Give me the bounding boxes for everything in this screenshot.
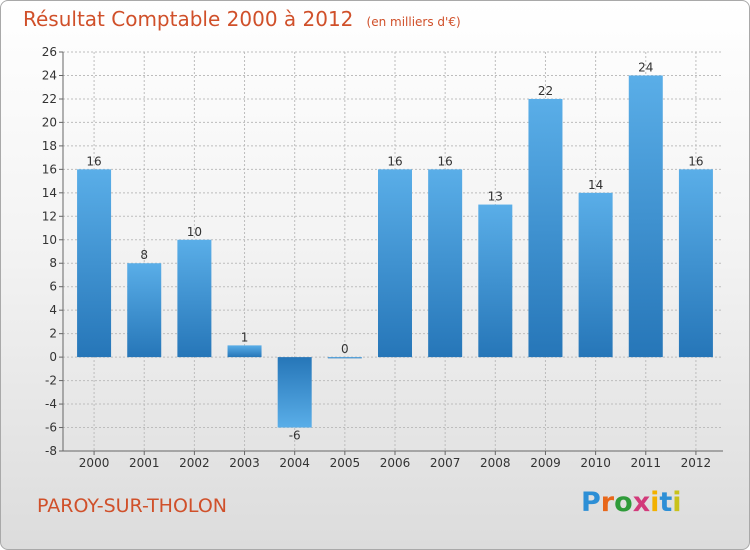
x-tick-label: 2000 xyxy=(79,456,110,470)
bar[interactable] xyxy=(177,239,212,358)
y-tick-label: 26 xyxy=(42,45,57,59)
x-tick-label: 2003 xyxy=(229,456,260,470)
bar[interactable] xyxy=(227,345,262,358)
bar[interactable] xyxy=(478,204,513,358)
y-tick-label: -4 xyxy=(45,397,57,411)
x-tick-label: 2008 xyxy=(480,456,511,470)
bar-value-label: 10 xyxy=(187,225,202,239)
y-tick-label: 14 xyxy=(42,186,57,200)
y-tick-label: -6 xyxy=(45,421,57,435)
y-tick-label: 16 xyxy=(42,162,57,176)
proxiti-logo[interactable]: Proxiti xyxy=(581,487,682,518)
bar-value-label: 14 xyxy=(588,178,603,192)
bar-value-label: 16 xyxy=(438,154,453,168)
logo-letter: t xyxy=(659,487,673,518)
logo-letter: x xyxy=(632,487,651,518)
y-tick-label: 18 xyxy=(42,139,57,153)
label-layer: -8-6-4-202468101214161820222426200016200… xyxy=(42,45,711,470)
x-tick-label: 2011 xyxy=(630,456,661,470)
grid-layer xyxy=(63,51,723,452)
logo-letter: r xyxy=(600,487,615,518)
bar-value-label: 13 xyxy=(488,190,503,204)
x-tick-label: 2007 xyxy=(430,456,461,470)
bar[interactable] xyxy=(628,75,663,358)
y-tick-label: -8 xyxy=(45,444,57,458)
title-row: Résultat Comptable 2000 à 2012 (en milli… xyxy=(23,7,461,31)
bar[interactable] xyxy=(578,192,613,358)
bar-value-label: -6 xyxy=(289,429,301,443)
y-tick-label: -2 xyxy=(45,374,57,388)
logo-letter: i xyxy=(672,487,682,518)
bar-layer xyxy=(77,75,713,428)
bar-value-label: 1 xyxy=(241,330,249,344)
y-tick-label: 24 xyxy=(42,68,57,82)
x-tick-label: 2012 xyxy=(681,456,712,470)
bar[interactable] xyxy=(77,169,112,358)
bar-value-label: 16 xyxy=(688,154,703,168)
axis-layer xyxy=(59,51,723,455)
y-tick-label: 22 xyxy=(42,92,57,106)
y-tick-label: 4 xyxy=(49,303,57,317)
x-tick-label: 2005 xyxy=(330,456,361,470)
x-tick-label: 2009 xyxy=(530,456,561,470)
x-tick-label: 2010 xyxy=(580,456,611,470)
y-tick-label: 0 xyxy=(49,350,57,364)
bar[interactable] xyxy=(678,169,713,358)
y-tick-label: 20 xyxy=(42,115,57,129)
x-tick-label: 2002 xyxy=(179,456,210,470)
bar-value-label: 0 xyxy=(341,342,349,356)
bar[interactable] xyxy=(428,169,463,358)
bar-value-label: 22 xyxy=(538,84,553,98)
x-tick-label: 2006 xyxy=(380,456,411,470)
logo-letter: P xyxy=(581,487,601,518)
place-name: PAROY-SUR-THOLON xyxy=(37,495,227,517)
bar-value-label: 24 xyxy=(638,60,653,74)
chart-title: Résultat Comptable 2000 à 2012 xyxy=(23,7,354,31)
y-tick-label: 8 xyxy=(49,256,57,270)
bar-value-label: 8 xyxy=(140,248,148,262)
bar-value-label: 16 xyxy=(387,154,402,168)
y-tick-label: 2 xyxy=(49,327,57,341)
chart-unit: (en milliers d'€) xyxy=(366,15,461,29)
bar[interactable] xyxy=(277,357,312,428)
bar[interactable] xyxy=(378,169,412,358)
y-tick-label: 10 xyxy=(42,233,57,247)
bar-value-label: 16 xyxy=(86,154,101,168)
y-tick-label: 6 xyxy=(49,280,57,294)
x-tick-label: 2001 xyxy=(129,456,160,470)
bar[interactable] xyxy=(127,263,162,358)
logo-letter: i xyxy=(650,487,660,518)
x-tick-label: 2004 xyxy=(279,456,310,470)
bar[interactable] xyxy=(327,357,362,359)
logo-letter: o xyxy=(614,487,633,518)
bar[interactable] xyxy=(528,98,563,358)
y-tick-label: 12 xyxy=(42,209,57,223)
